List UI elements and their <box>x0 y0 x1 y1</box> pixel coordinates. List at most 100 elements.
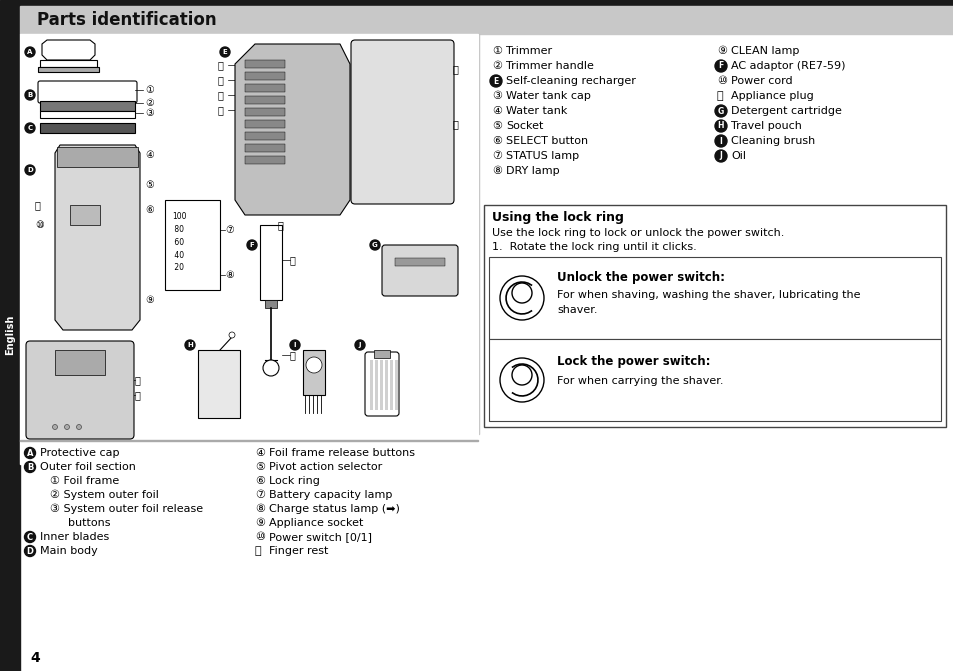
Circle shape <box>247 240 256 250</box>
Text: J: J <box>719 152 721 160</box>
Text: ⑪: ⑪ <box>35 200 41 210</box>
Text: J: J <box>358 342 361 348</box>
Bar <box>70 205 100 225</box>
Bar <box>0 0 953 6</box>
Text: ⑦: ⑦ <box>492 151 501 161</box>
Circle shape <box>512 283 532 303</box>
Text: Trimmer: Trimmer <box>505 46 552 56</box>
Text: ⑩: ⑩ <box>35 220 44 230</box>
Text: A: A <box>28 49 32 55</box>
Text: I: I <box>294 342 296 348</box>
Bar <box>375 360 377 410</box>
Bar <box>0 6 20 671</box>
Text: Battery capacity lamp: Battery capacity lamp <box>269 490 392 500</box>
Text: Self-cleaning recharger: Self-cleaning recharger <box>505 76 636 86</box>
Circle shape <box>25 47 35 57</box>
Text: ②: ② <box>145 98 153 108</box>
Text: ⑯: ⑯ <box>276 220 283 230</box>
Text: Charge status lamp (➡): Charge status lamp (➡) <box>269 504 399 514</box>
Text: For when carrying the shaver.: For when carrying the shaver. <box>557 376 722 386</box>
Circle shape <box>499 358 543 402</box>
Text: Outer foil section: Outer foil section <box>40 462 135 472</box>
Text: F: F <box>718 62 723 70</box>
Text: 1.  Rotate the lock ring until it clicks.: 1. Rotate the lock ring until it clicks. <box>492 242 696 252</box>
FancyBboxPatch shape <box>351 40 454 204</box>
Text: CLEAN lamp: CLEAN lamp <box>730 46 799 56</box>
Bar <box>265 300 276 308</box>
Text: ①: ① <box>145 85 153 95</box>
Text: Power cord: Power cord <box>730 76 792 86</box>
Text: ⑪: ⑪ <box>717 91 723 101</box>
Text: Lock ring: Lock ring <box>269 476 319 486</box>
Bar <box>40 60 97 67</box>
Text: buttons: buttons <box>68 518 111 528</box>
Text: B: B <box>28 92 32 98</box>
Text: ③: ③ <box>145 108 153 118</box>
Text: Protective cap: Protective cap <box>40 448 119 458</box>
Text: Unlock the power switch:: Unlock the power switch: <box>557 270 724 284</box>
Text: Power switch [0/1]: Power switch [0/1] <box>269 532 372 542</box>
Text: Finger rest: Finger rest <box>269 546 328 556</box>
Circle shape <box>714 150 726 162</box>
Text: Using the lock ring: Using the lock ring <box>492 211 623 225</box>
Text: Appliance socket: Appliance socket <box>269 518 363 528</box>
Bar <box>477 34 478 434</box>
FancyBboxPatch shape <box>26 341 133 439</box>
Text: E: E <box>493 76 498 85</box>
Bar <box>245 96 285 104</box>
Text: ⑤: ⑤ <box>145 180 153 190</box>
Text: ④: ④ <box>492 106 501 116</box>
Text: ① Foil frame: ① Foil frame <box>50 476 119 486</box>
Text: B: B <box>27 462 33 472</box>
Circle shape <box>25 531 35 542</box>
Bar <box>55 350 105 375</box>
Text: ⑭: ⑭ <box>453 64 458 74</box>
Circle shape <box>229 332 234 338</box>
Bar <box>198 350 240 418</box>
Bar <box>395 258 444 266</box>
Text: STATUS lamp: STATUS lamp <box>505 151 578 161</box>
Circle shape <box>499 276 543 320</box>
Text: G: G <box>372 242 377 248</box>
Text: Pivot action selector: Pivot action selector <box>269 462 382 472</box>
Bar <box>489 339 940 421</box>
Bar <box>245 84 285 92</box>
Bar <box>245 72 285 80</box>
Text: ⑤: ⑤ <box>492 121 501 131</box>
Bar <box>303 350 325 395</box>
Bar <box>395 360 397 410</box>
Text: ③: ③ <box>492 91 501 101</box>
Text: ② System outer foil: ② System outer foil <box>50 490 159 500</box>
Text: D: D <box>27 546 33 556</box>
Circle shape <box>25 448 35 458</box>
Text: H: H <box>717 121 723 130</box>
FancyBboxPatch shape <box>381 245 457 296</box>
Text: Main body: Main body <box>40 546 97 556</box>
Bar <box>374 350 390 358</box>
Text: ⑬: ⑬ <box>135 390 141 400</box>
Circle shape <box>220 47 230 57</box>
Text: ⑫: ⑫ <box>135 375 141 385</box>
Circle shape <box>512 365 532 385</box>
Text: E: E <box>222 49 227 55</box>
Text: Water tank cap: Water tank cap <box>505 91 590 101</box>
Text: ⑳: ⑳ <box>217 60 223 70</box>
Text: ⑨: ⑨ <box>254 518 265 528</box>
Text: ⑥: ⑥ <box>145 205 153 215</box>
Polygon shape <box>234 44 350 215</box>
Text: C: C <box>27 533 33 541</box>
Circle shape <box>25 546 35 556</box>
Text: Oil: Oil <box>730 151 745 161</box>
Text: ⑧: ⑧ <box>254 504 265 514</box>
Bar <box>245 60 285 68</box>
Bar <box>245 120 285 128</box>
Bar <box>20 6 953 34</box>
Text: 4: 4 <box>30 651 40 665</box>
Text: English: English <box>5 315 15 355</box>
Text: ⑲: ⑲ <box>217 75 223 85</box>
Circle shape <box>25 462 35 472</box>
Text: ⑧: ⑧ <box>225 270 233 280</box>
Text: ②: ② <box>492 61 501 71</box>
Text: Water tank: Water tank <box>505 106 567 116</box>
Text: ⑩: ⑩ <box>254 532 265 542</box>
